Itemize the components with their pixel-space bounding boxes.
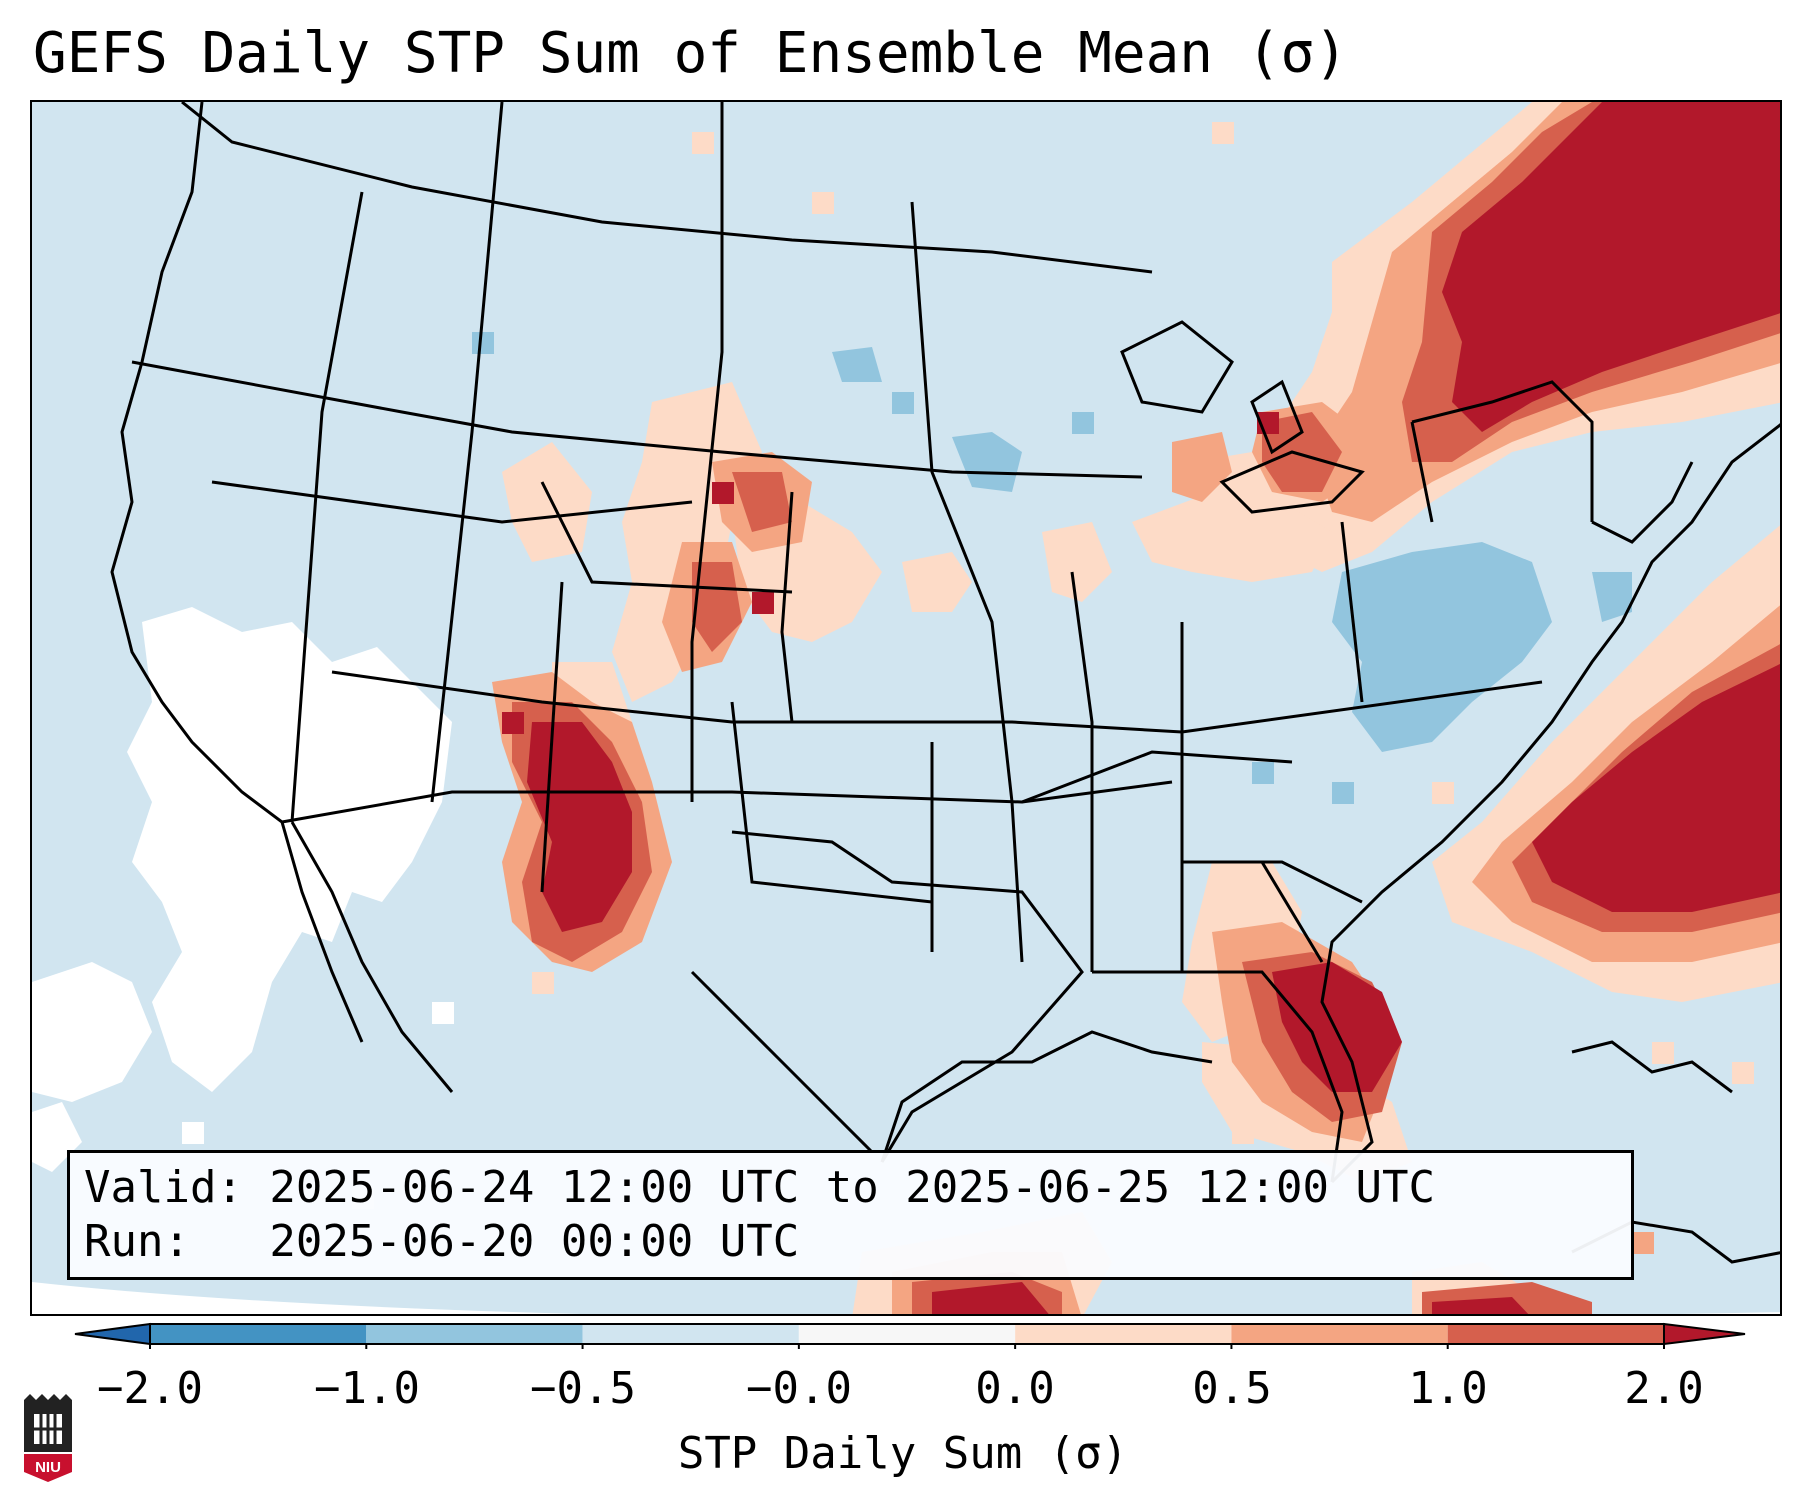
colorbar-tick-label: −1.0 <box>314 1363 420 1414</box>
colorbar-tick-label: 0.5 <box>1192 1363 1272 1414</box>
colorbar-extend-high <box>1663 1322 1746 1346</box>
map-panel <box>30 100 1782 1316</box>
colorbar-tick-label: 0.0 <box>975 1363 1055 1414</box>
colorbar-bin <box>1447 1324 1664 1344</box>
colorbar-extend-low <box>74 1322 151 1346</box>
run-time-text: Run: 2025-06-20 00:00 UTC <box>84 1216 800 1267</box>
map-canvas <box>32 102 1780 1314</box>
colorbar-bin <box>150 1324 367 1344</box>
colorbar-tick-label: −0.5 <box>530 1363 636 1414</box>
colorbar-tick-label: −2.0 <box>97 1363 203 1414</box>
niu-logo-icon: NIU <box>24 1394 72 1482</box>
colorbar-bin <box>1231 1324 1448 1344</box>
negative-anomaly-regions <box>472 332 1632 804</box>
colorbar-bin <box>798 1324 1016 1344</box>
colorbar-tick-label: 2.0 <box>1624 1363 1704 1414</box>
colorbar-tick-label: −0.0 <box>746 1363 852 1414</box>
colorbar-border <box>149 1323 1665 1345</box>
state-boundaries <box>131 102 1694 1183</box>
colorbar-bin <box>582 1324 799 1344</box>
valid-time-text: Valid: 2025-06-24 12:00 UTC to 2025-06-2… <box>84 1162 1436 1213</box>
colorbar-bin <box>366 1324 583 1344</box>
logo-text: NIU <box>35 1459 61 1476</box>
projection-edge <box>32 1282 1780 1314</box>
map-title: GEFS Daily STP Sum of Ensemble Mean (σ) <box>33 21 1348 86</box>
positive-max-regions <box>502 102 1780 1314</box>
colorbar-tick-label: 1.0 <box>1408 1363 1488 1414</box>
colorbar-bin <box>1015 1324 1232 1344</box>
colorbar <box>74 1322 1746 1349</box>
colorbar-label: STP Daily Sum (σ) <box>677 1428 1129 1479</box>
valid-time-box: Valid: 2025-06-24 12:00 UTC to 2025-06-2… <box>67 1150 1634 1280</box>
